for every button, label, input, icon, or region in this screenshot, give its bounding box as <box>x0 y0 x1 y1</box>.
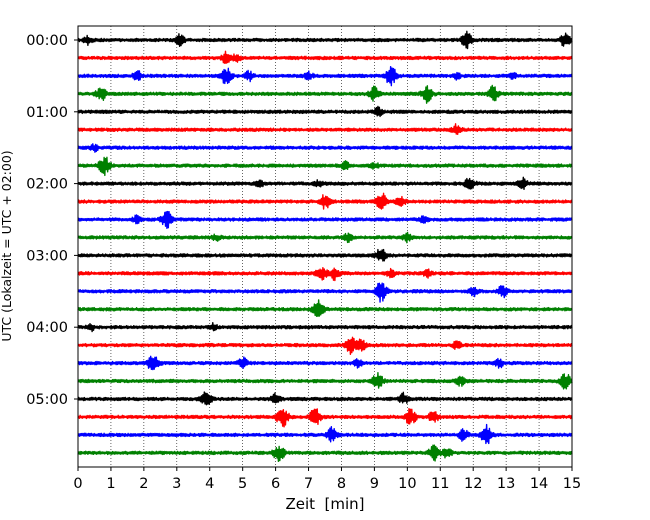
x-tick-label-14: 14 <box>530 476 548 492</box>
x-tick-label-7: 7 <box>304 476 313 492</box>
x-tick-label-12: 12 <box>464 476 482 492</box>
x-tick-label-1: 1 <box>106 476 115 492</box>
x-axis-label: Zeit [min] <box>285 495 364 513</box>
trace-0000 <box>77 30 573 50</box>
trace-0130 <box>77 143 573 153</box>
y-tick-label-00:00: 00:00 <box>26 33 68 49</box>
trace-0415 <box>77 336 573 356</box>
trace-0330 <box>77 282 573 303</box>
trace-0100 <box>77 105 573 118</box>
x-tick-label-0: 0 <box>73 476 82 492</box>
trace-0200 <box>77 176 573 190</box>
trace-0115 <box>77 123 573 135</box>
trace-0515 <box>77 407 573 428</box>
seismogram-traces <box>77 30 573 463</box>
trace-0315 <box>77 267 573 282</box>
x-tick-label-10: 10 <box>398 476 416 492</box>
x-tick-label-6: 6 <box>271 476 280 492</box>
x-tick-label-3: 3 <box>172 476 181 492</box>
trace-0430 <box>77 355 573 371</box>
y-tick-label-02:00: 02:00 <box>26 177 68 193</box>
trace-0345 <box>77 299 573 317</box>
trace-0230 <box>77 210 573 230</box>
trace-0500 <box>77 391 573 406</box>
x-tick-label-2: 2 <box>139 476 148 492</box>
x-tick-label-13: 13 <box>497 476 515 492</box>
y-tick-label-04:00: 04:00 <box>26 320 68 336</box>
x-tick-label-8: 8 <box>337 476 346 492</box>
trace-0015 <box>77 50 573 64</box>
trace-0400 <box>77 321 573 333</box>
trace-0545 <box>77 444 573 463</box>
trace-0245 <box>77 231 573 244</box>
trace-0045 <box>77 84 573 104</box>
y-tick-label-03:00: 03:00 <box>26 248 68 264</box>
x-tick-label-15: 15 <box>563 476 581 492</box>
plot-frame <box>77 25 573 468</box>
trace-0445 <box>77 372 573 390</box>
y-tick-label-01:00: 01:00 <box>26 105 68 121</box>
x-tick-label-9: 9 <box>370 476 379 492</box>
y-axis-label: UTC (Lokalzeit = UTC + 02:00) <box>0 150 14 341</box>
x-axis-ticks: 0 1 2 3 4 5 6 7 8 9 10 11 12 13 14 15 <box>73 467 581 492</box>
trace-0145 <box>77 156 573 177</box>
trace-0300 <box>77 248 573 262</box>
y-axis-ticks: 00:00 01:00 02:00 03:00 04:00 05:00 <box>26 33 78 408</box>
x-tick-label-11: 11 <box>431 476 449 492</box>
x-tick-label-4: 4 <box>205 476 214 492</box>
y-tick-label-05:00: 05:00 <box>26 392 68 408</box>
trace-0215 <box>77 192 573 210</box>
x-tick-label-5: 5 <box>238 476 247 492</box>
trace-0530 <box>77 423 573 445</box>
trace-0030 <box>77 65 573 87</box>
